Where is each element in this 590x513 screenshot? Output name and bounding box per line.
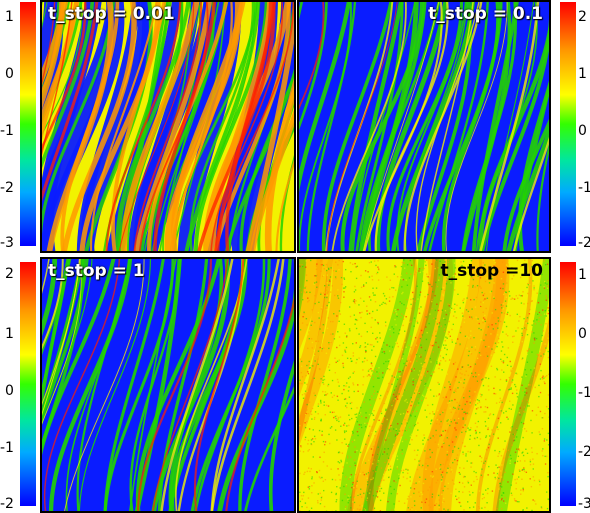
density-field-image	[299, 2, 549, 251]
tick-label: 2	[5, 266, 14, 282]
tick-label: -1	[0, 440, 14, 456]
tick-label: 0	[578, 123, 587, 139]
colorbar-bottom-right	[560, 262, 576, 506]
panel-title: t_stop = 0.1	[428, 4, 543, 24]
density-field-image	[42, 2, 294, 251]
tick-label: 0	[5, 383, 14, 399]
colorbar-bottom-left	[20, 262, 36, 506]
density-field-image	[42, 259, 294, 511]
panel-title: t_stop =10	[440, 261, 543, 281]
tick-label: -3	[0, 235, 14, 251]
tick-label: 2	[578, 9, 587, 25]
tick-label: -2	[0, 180, 14, 196]
tick-label: -1	[578, 180, 590, 196]
tick-label: -1	[578, 385, 590, 401]
panel-top-left: t_stop = 0.01	[40, 0, 296, 253]
panel-bottom-left: t_stop = 1	[40, 257, 296, 513]
colorbar-top-left	[20, 2, 36, 246]
tick-label: -2	[578, 235, 590, 251]
tick-label: -2	[578, 444, 590, 460]
tick-label: 1	[5, 9, 14, 25]
tick-label: 0	[5, 66, 14, 82]
tick-label: -2	[0, 496, 14, 512]
density-field-image	[299, 259, 549, 511]
panel-top-right: t_stop = 0.1	[297, 0, 551, 253]
tick-label: 1	[5, 326, 14, 342]
tick-label: -3	[578, 496, 590, 512]
tick-label: -1	[0, 123, 14, 139]
tick-label: 1	[578, 66, 587, 82]
tick-label: 1	[578, 267, 587, 283]
tick-label: 0	[578, 326, 587, 342]
panel-bottom-right: t_stop =10	[297, 257, 551, 513]
panel-title: t_stop = 0.01	[48, 4, 175, 24]
colorbar-top-right	[560, 2, 576, 246]
panel-title: t_stop = 1	[48, 261, 145, 281]
